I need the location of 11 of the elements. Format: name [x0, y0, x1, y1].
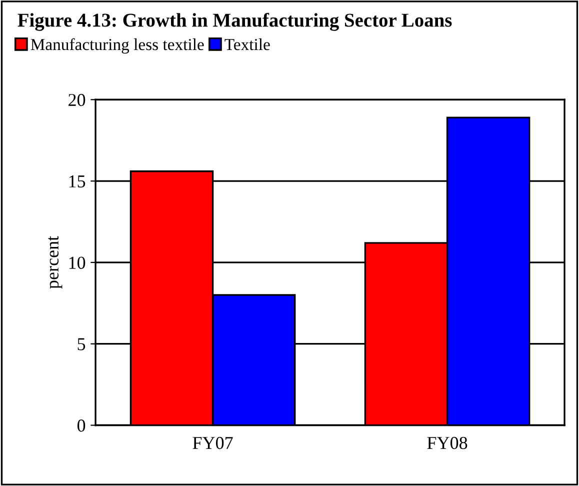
x-tick-label: FY08 — [427, 436, 468, 450]
y-tick-label: 15 — [69, 175, 86, 188]
legend-label: Manufacturing less textile — [30, 38, 204, 54]
y-tick-label: 0 — [77, 420, 86, 432]
x-tick-label: FY07 — [192, 436, 233, 450]
y-axis-title: percent — [48, 236, 62, 289]
y-tick-label: 10 — [69, 256, 86, 269]
y-tick-label: 20 — [68, 94, 86, 106]
chart-title: Figure 4.13: Growth in Manufacturing Sector Loans — [18, 12, 452, 31]
legend-label: Textile — [224, 38, 270, 50]
y-tick-label: 5 — [78, 338, 86, 350]
